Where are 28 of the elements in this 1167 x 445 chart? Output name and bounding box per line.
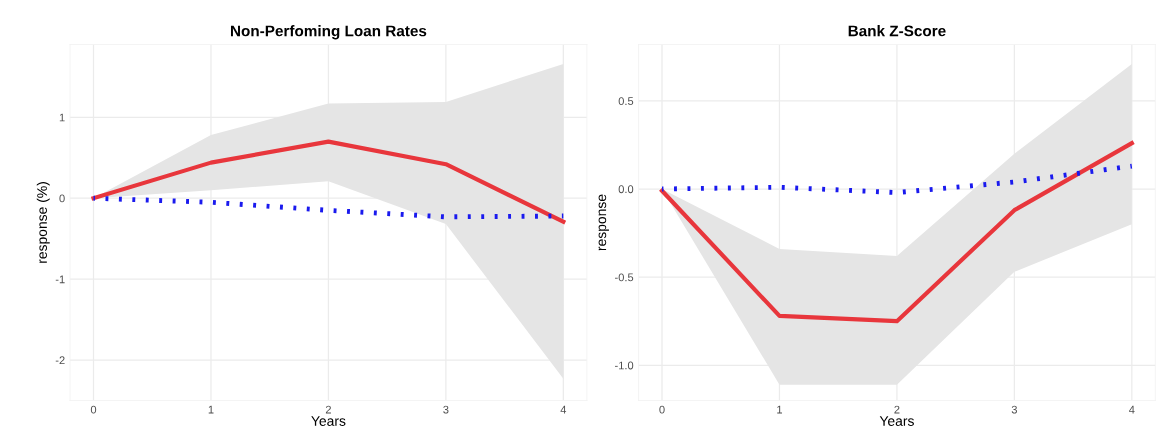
y-tick-label: -1 xyxy=(55,275,65,284)
x-tick-label: 1 xyxy=(208,405,214,414)
x-tick-label: 2 xyxy=(325,405,331,414)
line-series xyxy=(91,139,566,224)
y-axis-title: response xyxy=(598,194,609,251)
y-tick-label: -1.0 xyxy=(615,361,634,370)
y-axis-title: response (%) xyxy=(36,182,50,263)
chart-title: Non-Perfoming Loan Rates xyxy=(230,25,427,40)
x-tick-label: 1 xyxy=(777,405,783,414)
line-series xyxy=(659,141,1134,324)
x-tick-label: 2 xyxy=(894,405,900,414)
x-tick-label: 0 xyxy=(90,405,97,414)
line-series xyxy=(91,195,566,220)
x-tick-label: 4 xyxy=(560,405,567,414)
y-tick-label: 1 xyxy=(59,113,65,122)
x-axis-title: Years xyxy=(879,416,914,426)
x-tick-label: 4 xyxy=(1129,405,1135,414)
x-tick-label: 3 xyxy=(443,405,449,414)
y-tick-label: -2 xyxy=(55,356,65,365)
chart-title: Bank Z-Score xyxy=(848,25,946,37)
y-tick-label: 0.0 xyxy=(618,185,634,194)
x-axis-title: Years xyxy=(311,416,346,426)
y-tick-label: -0.5 xyxy=(615,273,634,282)
y-tick-label: 0 xyxy=(59,194,65,203)
y-tick-label: 0.5 xyxy=(618,97,634,106)
line-series xyxy=(659,163,1135,195)
x-tick-label: 3 xyxy=(1011,405,1017,414)
x-tick-label: 0 xyxy=(659,405,665,414)
